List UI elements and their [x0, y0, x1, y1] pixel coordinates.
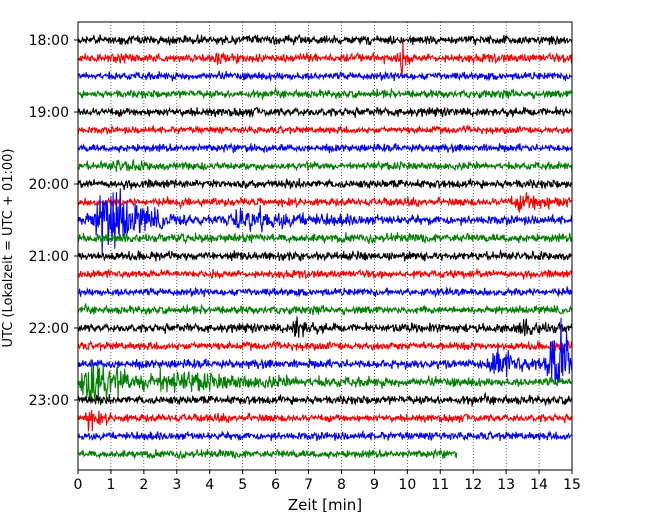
y-tick-label: 23:00	[29, 393, 69, 409]
trace-1830	[78, 86, 572, 101]
x-tick-label: 11	[431, 477, 449, 493]
x-tick-label: 5	[238, 477, 247, 493]
trace-2045	[78, 248, 572, 262]
x-tick-label: 14	[530, 477, 548, 493]
trace-1945	[78, 178, 572, 191]
x-tick-label: 4	[205, 477, 214, 493]
x-tick-label: 1	[106, 477, 115, 493]
trace-2315	[78, 429, 572, 442]
grid-lines	[110, 22, 540, 470]
trace-1815	[78, 70, 572, 82]
trace-2030	[78, 232, 572, 245]
trace-1745	[78, 34, 572, 47]
trace-2215	[78, 317, 572, 385]
trace-1900	[78, 123, 572, 135]
trace-1845	[78, 106, 572, 118]
x-tick-label: 2	[139, 477, 148, 493]
trace-2015	[78, 188, 572, 257]
y-tick-label: 18:00	[29, 33, 69, 49]
x-tick-label: 6	[271, 477, 280, 493]
x-axis-label: Zeit [min]	[288, 496, 362, 514]
y-tick-label: 21:00	[29, 249, 69, 265]
x-tick-label: 15	[563, 477, 581, 493]
trace-1915	[78, 142, 572, 154]
seismic-traces	[78, 34, 572, 460]
trace-2130	[78, 302, 572, 316]
y-axis-label: UTC (Lokalzeit = UTC + 01:00)	[1, 149, 16, 348]
y-tick-label: 20:00	[29, 177, 69, 193]
plot-frame	[77, 21, 573, 471]
trace-2245	[78, 391, 572, 408]
x-tick-label: 9	[370, 477, 379, 493]
x-tick-label: 13	[497, 477, 515, 493]
x-tick-label: 7	[304, 477, 313, 493]
trace-2000	[78, 192, 572, 213]
x-tick-label: 0	[74, 477, 83, 493]
trace-1930	[78, 159, 572, 172]
trace-2145	[78, 316, 572, 338]
x-tick-label: 12	[464, 477, 482, 493]
trace-2330	[78, 447, 458, 460]
trace-2300	[78, 410, 572, 432]
trace-2200	[78, 340, 572, 352]
trace-2115	[78, 285, 572, 299]
x-tick-label: 10	[398, 477, 416, 493]
y-tick-label: 22:00	[29, 321, 69, 337]
x-tick-label: 3	[172, 477, 181, 493]
trace-2230	[78, 362, 572, 404]
axis-ticks: 0 1 2 3 4 5 6 7 8 9 10 11 12 13 14 1518:0019:0020:0021:…	[29, 33, 581, 493]
trace-2100	[78, 268, 572, 281]
x-tick-label: 8	[337, 477, 346, 493]
y-tick-label: 19:00	[29, 105, 69, 121]
trace-1800	[78, 41, 572, 77]
